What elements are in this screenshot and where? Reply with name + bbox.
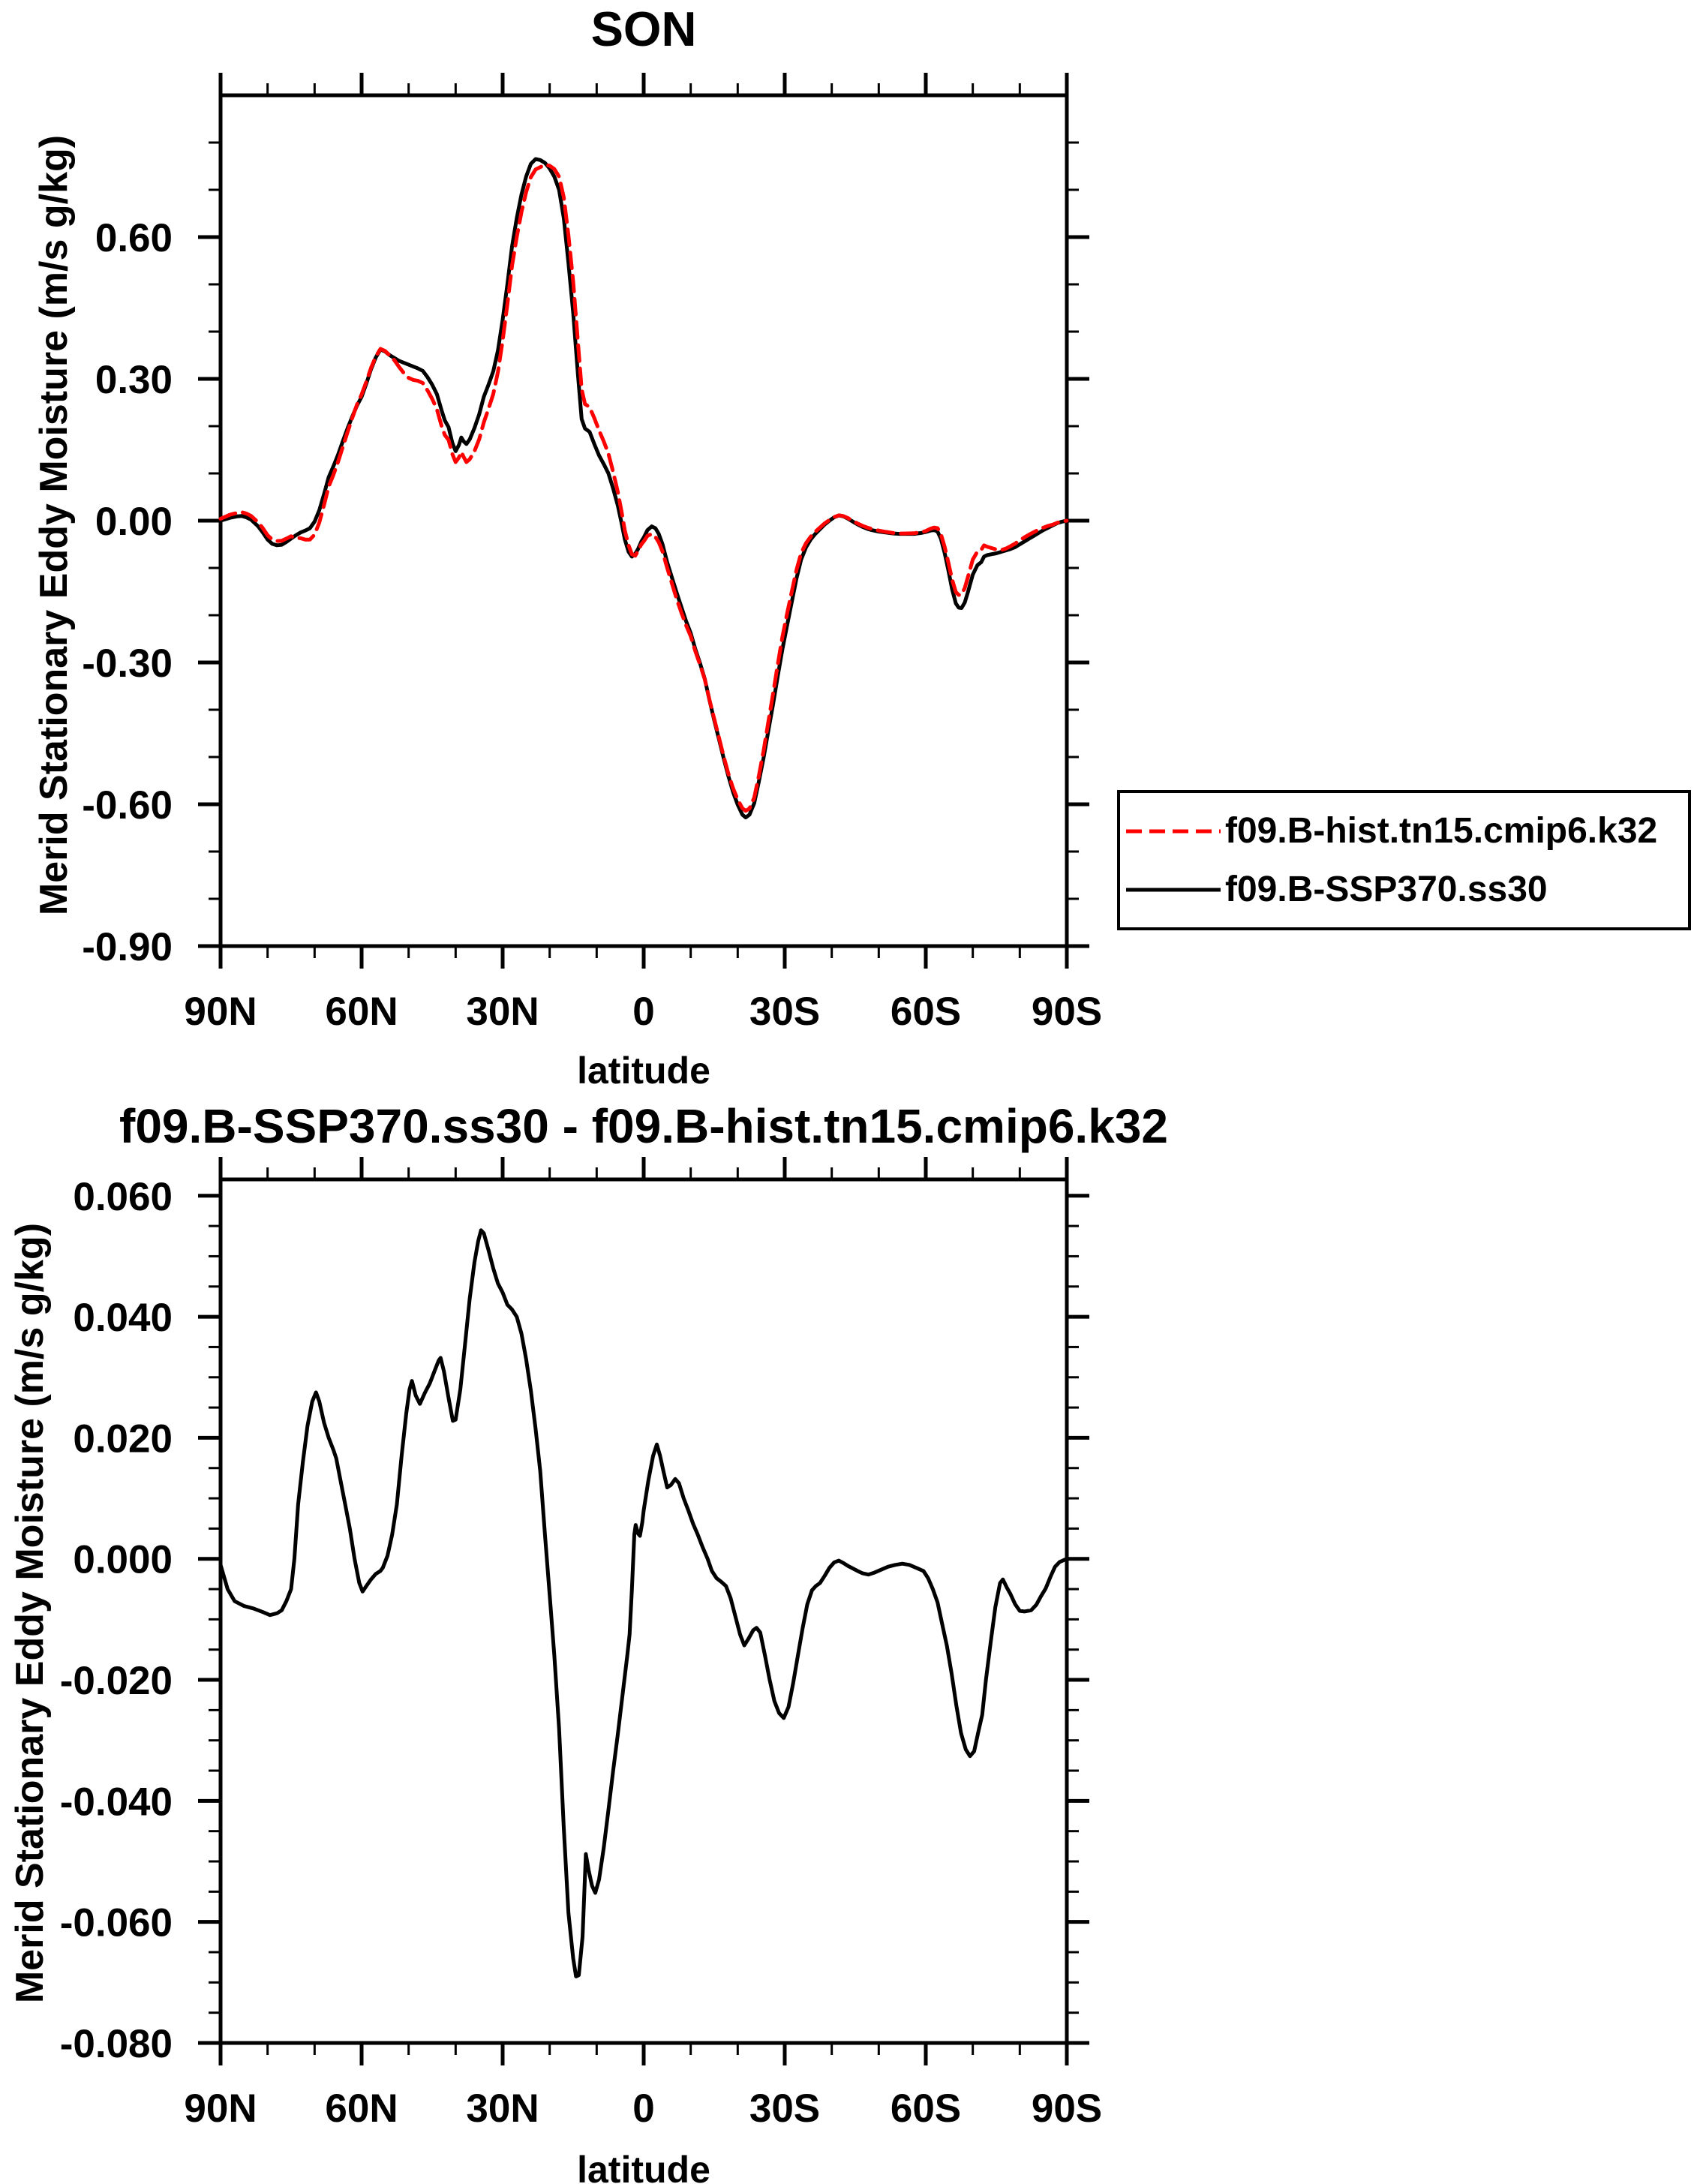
legend-dashed-line-sample bbox=[1126, 829, 1221, 833]
bottom-panel-y-axis-label: Merid Stationary Eddy Moisture (m/s g/kg… bbox=[8, 1222, 52, 2004]
x-tick-label: 30N bbox=[466, 2086, 539, 2131]
x-tick-label: 90N bbox=[184, 990, 257, 1034]
x-tick-label: 90S bbox=[1032, 990, 1102, 1034]
y-tick-label: 0.60 bbox=[95, 216, 173, 260]
y-tick-label: 0.00 bbox=[95, 500, 173, 544]
y-tick-label: 0.000 bbox=[73, 1538, 173, 1582]
curve-f09.b-hist.tn15.cmip6.k32 bbox=[218, 163, 1069, 813]
x-tick-label: 90N bbox=[184, 2086, 257, 2131]
x-tick-label: 0 bbox=[632, 2086, 654, 2131]
legend-box: f09.B-hist.tn15.cmip6.k32 f09.B-SSP370.s… bbox=[1117, 790, 1691, 930]
y-tick-label: 0.040 bbox=[73, 1296, 173, 1340]
x-tick-label: 30N bbox=[466, 990, 539, 1034]
legend-entry-hist: f09.B-hist.tn15.cmip6.k32 bbox=[1125, 810, 1688, 852]
x-tick-label: 60N bbox=[325, 2086, 398, 2131]
legend-label-hist: f09.B-hist.tn15.cmip6.k32 bbox=[1225, 811, 1658, 851]
y-tick-label: -0.020 bbox=[60, 1659, 173, 1703]
curve-f09.b-ssp370.ss30 bbox=[218, 157, 1069, 820]
y-tick-label: 0.060 bbox=[73, 1175, 173, 1219]
y-tick-label: 0.30 bbox=[95, 358, 173, 402]
y-tick-label: -0.040 bbox=[60, 1780, 173, 1824]
x-tick-label: 60S bbox=[891, 2086, 961, 2131]
y-tick-label: -0.080 bbox=[60, 2022, 173, 2066]
y-tick-label: 0.020 bbox=[73, 1416, 173, 1461]
legend-entry-ssp: f09.B-SSP370.ss30 bbox=[1125, 869, 1688, 910]
x-tick-label: 90S bbox=[1032, 2086, 1102, 2131]
x-tick-label: 30S bbox=[749, 990, 820, 1034]
bottom-panel-x-axis-label: latitude bbox=[577, 2149, 710, 2184]
legend-solid-line-sample bbox=[1126, 888, 1221, 891]
x-tick-label: 30S bbox=[749, 2086, 820, 2131]
top-panel-title: SON bbox=[590, 2, 697, 56]
x-tick-label: 60S bbox=[891, 990, 961, 1034]
bottom-panel-title: f09.B-SSP370.ss30 - f09.B-hist.tn15.cmip… bbox=[119, 1099, 1168, 1153]
legend-label-ssp: f09.B-SSP370.ss30 bbox=[1225, 870, 1548, 909]
x-tick-label: 0 bbox=[632, 990, 654, 1034]
top-panel-y-axis-label: Merid Stationary Eddy Moisture (m/s g/kg… bbox=[32, 134, 76, 916]
y-tick-label: -0.30 bbox=[82, 641, 173, 686]
x-tick-label: 60N bbox=[325, 990, 398, 1034]
y-tick-label: -0.90 bbox=[82, 925, 173, 969]
y-tick-label: -0.060 bbox=[60, 1901, 173, 1945]
curve-difference-f09.b-ssp370.ss30-minus-f09.b-hist.tn15.cmip6.k32- bbox=[218, 1228, 1069, 1978]
top-panel-x-axis-label: latitude bbox=[577, 1050, 710, 1092]
plot-box bbox=[218, 93, 1069, 948]
y-tick-label: -0.60 bbox=[82, 783, 173, 828]
